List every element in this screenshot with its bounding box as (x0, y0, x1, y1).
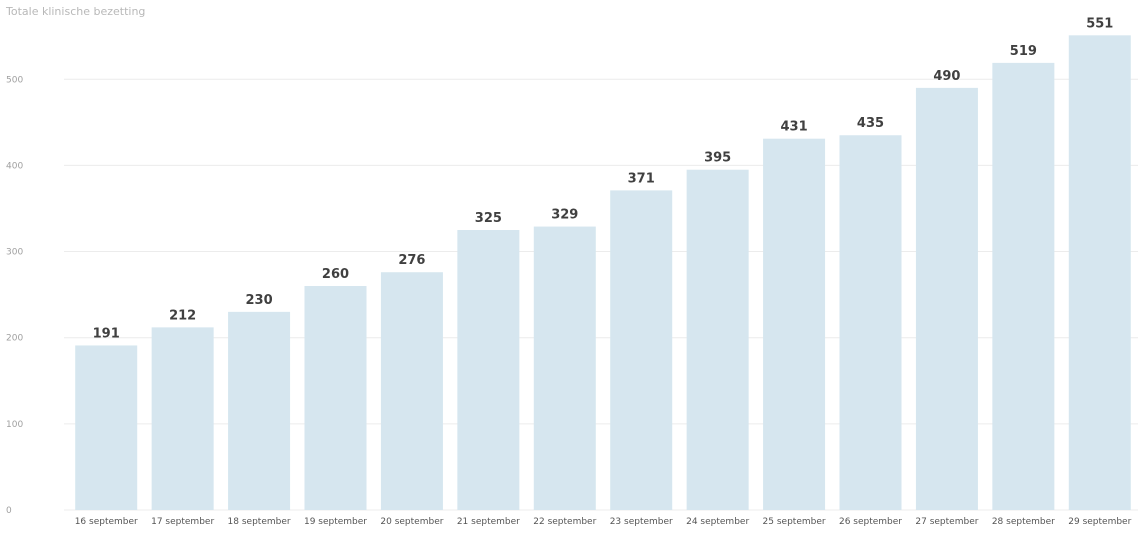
bars (75, 35, 1131, 511)
bar-7[interactable] (533, 226, 596, 510)
data-label-3: 230 (246, 293, 273, 308)
x-tick-label-4: 19 september (304, 517, 367, 527)
data-label-10: 431 (781, 120, 808, 135)
x-tick-label-14: 29 september (1068, 517, 1131, 527)
x-tick-label-10: 25 september (763, 517, 826, 527)
data-label-9: 395 (704, 151, 731, 166)
data-label-2: 212 (169, 308, 196, 323)
bar-3[interactable] (228, 311, 291, 510)
x-tick-label-9: 24 september (686, 517, 749, 527)
bar-10[interactable] (763, 138, 826, 511)
bar-11[interactable] (839, 135, 902, 510)
y-tick-label-300: 300 (6, 248, 23, 258)
bar-6[interactable] (457, 230, 520, 510)
data-label-4: 260 (322, 267, 349, 282)
x-tick-label-11: 26 september (839, 517, 902, 527)
y-tick-label-400: 400 (6, 161, 23, 171)
data-label-12: 490 (933, 69, 960, 84)
bar-4[interactable] (304, 286, 367, 510)
x-tick-label-3: 18 september (228, 517, 291, 527)
y-tick-label-100: 100 (6, 420, 23, 430)
chart-title: Totale klinische bezetting (6, 5, 146, 18)
data-label-7: 329 (551, 208, 578, 223)
data-labels: 191 212 230 260 276 325 329 371 395 431 435 490 519 5… (93, 16, 1114, 341)
x-tick-label-2: 17 september (151, 517, 214, 527)
x-tick-label-8: 23 september (610, 517, 673, 527)
data-label-13: 519 (1010, 44, 1037, 59)
bar-12[interactable] (915, 87, 978, 511)
y-axis-ticks: 0 100 200 300 400 500 (6, 75, 23, 516)
x-tick-label-12: 27 september (915, 517, 978, 527)
bar-14[interactable] (1068, 35, 1131, 510)
bar-1[interactable] (75, 345, 138, 510)
data-label-8: 371 (628, 171, 655, 186)
y-tick-label-0: 0 (6, 506, 12, 516)
bar-2[interactable] (151, 327, 214, 510)
bar-9[interactable] (686, 169, 749, 510)
x-tick-label-13: 28 september (992, 517, 1055, 527)
x-tick-label-6: 21 september (457, 517, 520, 527)
y-tick-label-200: 200 (6, 334, 23, 344)
data-label-6: 325 (475, 211, 502, 226)
data-label-1: 191 (93, 326, 120, 341)
data-label-11: 435 (857, 116, 884, 131)
x-tick-label-1: 16 september (75, 517, 138, 527)
y-tick-label-500: 500 (6, 75, 23, 85)
bar-5[interactable] (380, 272, 443, 510)
data-label-5: 276 (398, 253, 425, 268)
data-label-14: 551 (1086, 16, 1113, 31)
x-axis-ticks: 16 september 17 september 18 september 19 s… (75, 517, 1132, 527)
x-tick-label-5: 20 september (380, 517, 443, 527)
x-tick-label-7: 22 september (533, 517, 596, 527)
bar-13[interactable] (992, 62, 1055, 510)
bar-8[interactable] (610, 190, 673, 511)
